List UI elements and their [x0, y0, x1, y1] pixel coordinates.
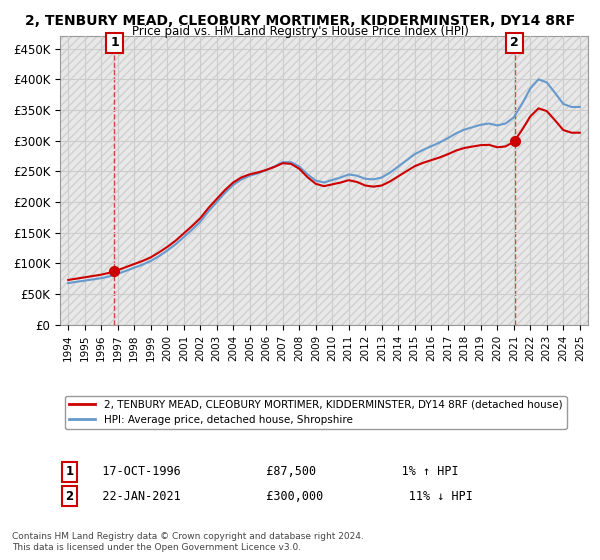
Legend: 2, TENBURY MEAD, CLEOBURY MORTIMER, KIDDERMINSTER, DY14 8RF (detached house), HP: 2, TENBURY MEAD, CLEOBURY MORTIMER, KIDD… [65, 396, 566, 429]
Text: 1: 1 [110, 36, 119, 49]
Text: Price paid vs. HM Land Registry's House Price Index (HPI): Price paid vs. HM Land Registry's House … [131, 25, 469, 38]
Text: 1: 1 [65, 465, 73, 478]
Text: 2: 2 [65, 490, 73, 503]
Text: 2, TENBURY MEAD, CLEOBURY MORTIMER, KIDDERMINSTER, DY14 8RF: 2, TENBURY MEAD, CLEOBURY MORTIMER, KIDD… [25, 14, 575, 28]
Text: 17-OCT-1996            £87,500            1% ↑ HPI: 17-OCT-1996 £87,500 1% ↑ HPI [81, 465, 459, 478]
Text: 2: 2 [510, 36, 519, 49]
Text: Contains HM Land Registry data © Crown copyright and database right 2024.
This d: Contains HM Land Registry data © Crown c… [12, 532, 364, 552]
Text: 22-JAN-2021            £300,000            11% ↓ HPI: 22-JAN-2021 £300,000 11% ↓ HPI [81, 490, 473, 503]
